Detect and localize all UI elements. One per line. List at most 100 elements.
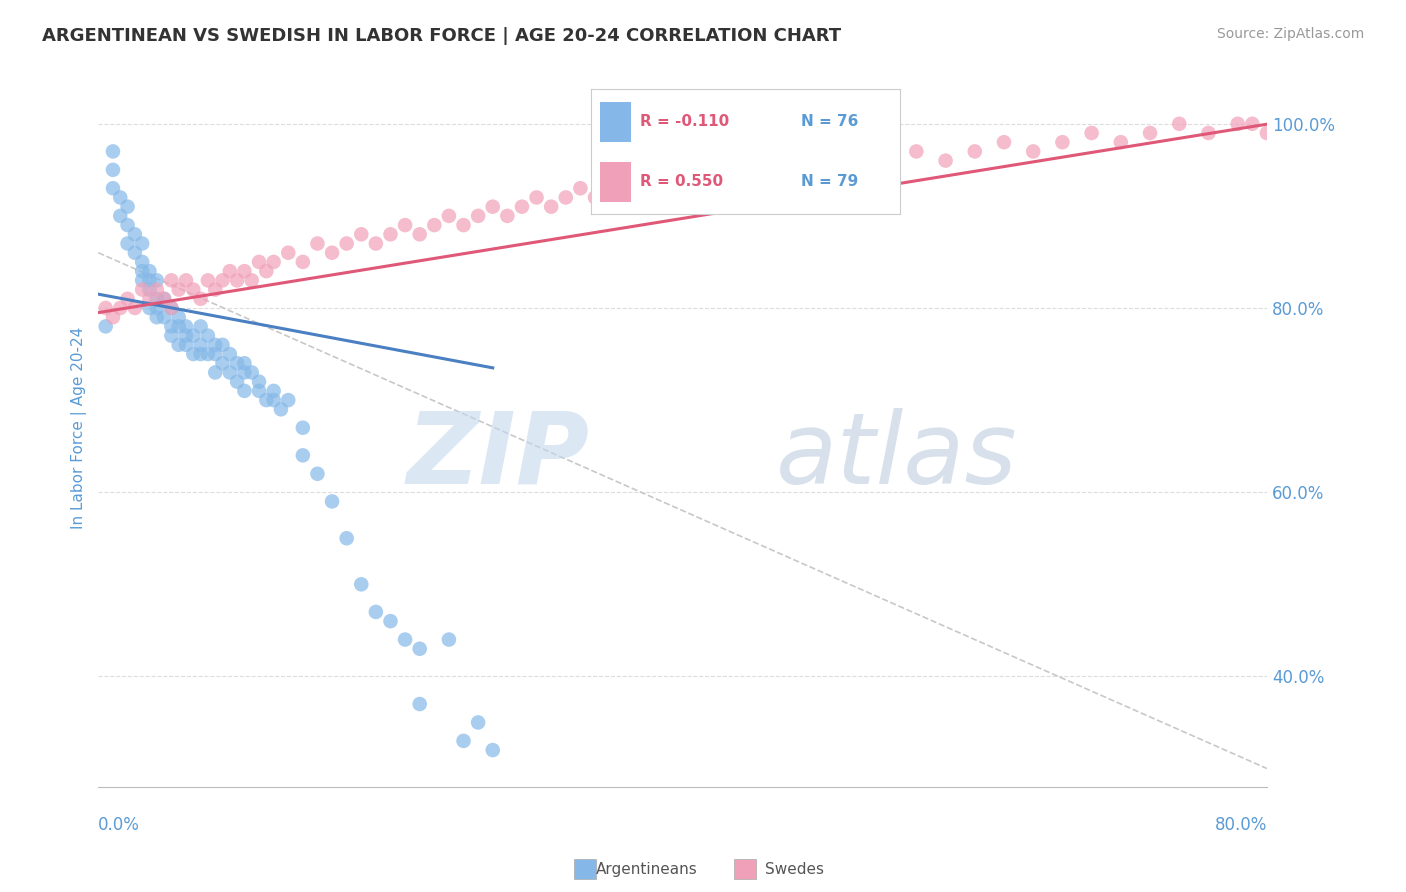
Point bbox=[101, 162, 124, 177]
Point bbox=[138, 273, 160, 287]
Point bbox=[540, 200, 562, 214]
Point bbox=[174, 328, 197, 343]
Point bbox=[160, 273, 183, 287]
Point bbox=[167, 310, 190, 325]
Point bbox=[423, 218, 446, 232]
Point bbox=[963, 145, 986, 159]
Point bbox=[117, 292, 139, 306]
Point bbox=[138, 292, 160, 306]
Point bbox=[181, 283, 204, 297]
Point bbox=[481, 743, 503, 757]
Point bbox=[394, 218, 416, 232]
Point bbox=[146, 301, 169, 315]
Point bbox=[240, 273, 263, 287]
Point bbox=[467, 715, 489, 730]
Point bbox=[190, 292, 212, 306]
Point bbox=[380, 614, 402, 628]
Point bbox=[197, 273, 219, 287]
Point bbox=[218, 264, 240, 278]
Point bbox=[240, 366, 263, 380]
Point bbox=[321, 494, 343, 508]
Point bbox=[174, 319, 197, 334]
Point bbox=[905, 145, 928, 159]
Point bbox=[160, 319, 183, 334]
Point bbox=[204, 338, 226, 352]
Point bbox=[307, 467, 329, 481]
Point bbox=[526, 190, 548, 204]
Y-axis label: In Labor Force | Age 20-24: In Labor Force | Age 20-24 bbox=[72, 326, 87, 529]
Point bbox=[437, 632, 460, 647]
Point bbox=[437, 209, 460, 223]
Point bbox=[554, 190, 576, 204]
Text: ARGENTINEAN VS SWEDISH IN LABOR FORCE | AGE 20-24 CORRELATION CHART: ARGENTINEAN VS SWEDISH IN LABOR FORCE | … bbox=[42, 27, 841, 45]
Point bbox=[233, 264, 256, 278]
Point bbox=[94, 301, 117, 315]
Point bbox=[124, 301, 146, 315]
Text: Argentineans: Argentineans bbox=[596, 863, 697, 877]
Point bbox=[700, 172, 723, 186]
Point bbox=[993, 135, 1015, 149]
Point bbox=[672, 181, 695, 195]
Point bbox=[233, 356, 256, 370]
Point bbox=[131, 273, 153, 287]
Point bbox=[233, 384, 256, 398]
Point bbox=[350, 577, 373, 591]
Text: atlas: atlas bbox=[776, 408, 1018, 505]
Point bbox=[453, 734, 475, 748]
Point bbox=[174, 338, 197, 352]
Point bbox=[146, 283, 169, 297]
Point bbox=[1168, 117, 1191, 131]
Point bbox=[336, 236, 359, 251]
Point bbox=[131, 283, 153, 297]
Point bbox=[94, 319, 117, 334]
Point bbox=[1372, 117, 1395, 131]
Point bbox=[569, 181, 592, 195]
Point bbox=[409, 641, 432, 656]
Point bbox=[1285, 117, 1308, 131]
Point bbox=[160, 328, 183, 343]
Point bbox=[291, 421, 314, 435]
Point bbox=[277, 245, 299, 260]
Point bbox=[643, 172, 665, 186]
Point bbox=[1299, 126, 1322, 140]
Point bbox=[197, 347, 219, 361]
Point bbox=[101, 145, 124, 159]
Point bbox=[131, 255, 153, 269]
Point bbox=[1343, 117, 1365, 131]
Point bbox=[153, 292, 176, 306]
Point bbox=[190, 319, 212, 334]
Point bbox=[110, 301, 132, 315]
Point bbox=[291, 448, 314, 462]
Point bbox=[254, 393, 277, 408]
Point bbox=[1315, 117, 1337, 131]
Point bbox=[759, 172, 782, 186]
Point bbox=[153, 310, 176, 325]
Text: 80.0%: 80.0% bbox=[1215, 815, 1267, 834]
Point bbox=[1241, 117, 1264, 131]
Point bbox=[270, 402, 292, 417]
Point bbox=[876, 153, 898, 168]
Point bbox=[167, 319, 190, 334]
Point bbox=[181, 347, 204, 361]
Point bbox=[146, 273, 169, 287]
Point bbox=[846, 162, 869, 177]
Point bbox=[350, 227, 373, 242]
Point bbox=[110, 190, 132, 204]
Point bbox=[394, 632, 416, 647]
Text: N = 76: N = 76 bbox=[801, 114, 858, 129]
Point bbox=[131, 264, 153, 278]
Text: N = 79: N = 79 bbox=[801, 174, 858, 189]
Point bbox=[935, 153, 957, 168]
Point bbox=[496, 209, 519, 223]
Point bbox=[453, 218, 475, 232]
Point bbox=[277, 393, 299, 408]
Point bbox=[211, 273, 233, 287]
Point bbox=[467, 209, 489, 223]
Point bbox=[218, 366, 240, 380]
Point bbox=[1022, 145, 1045, 159]
Point bbox=[263, 393, 285, 408]
Point bbox=[211, 356, 233, 370]
Point bbox=[197, 328, 219, 343]
Text: Swedes: Swedes bbox=[765, 863, 824, 877]
Point bbox=[1226, 117, 1249, 131]
